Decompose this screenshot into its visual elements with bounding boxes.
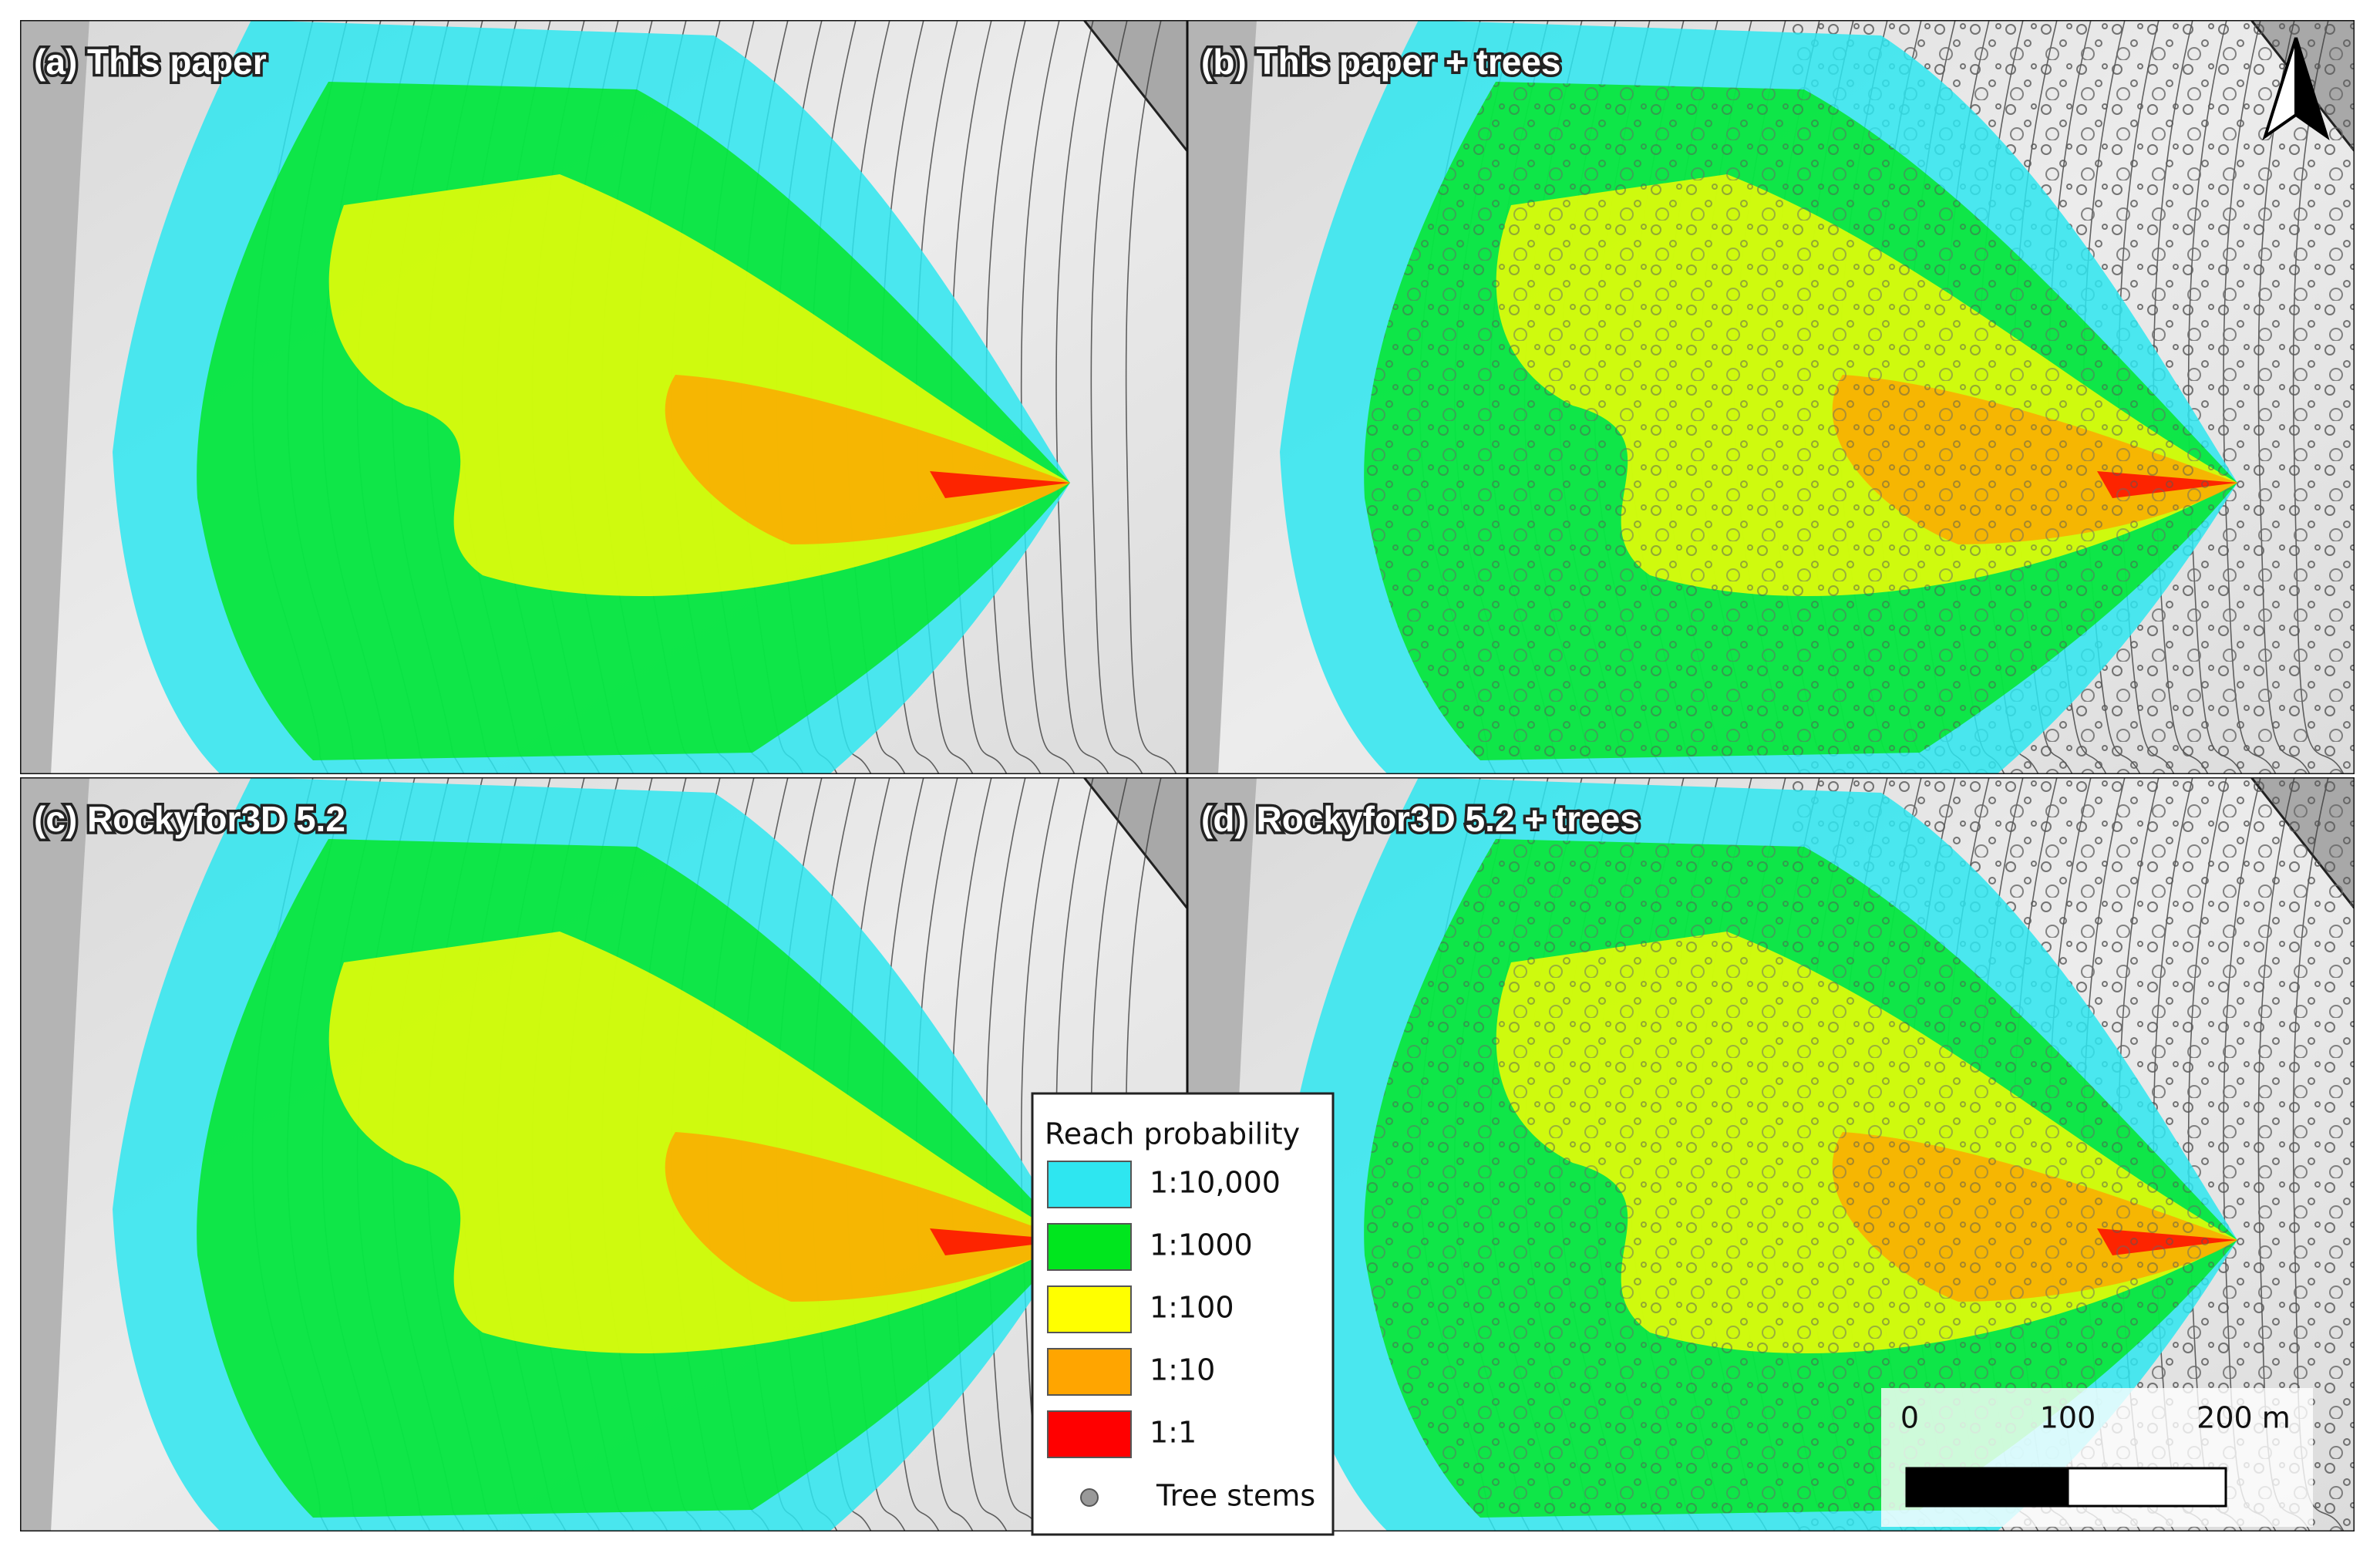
scale-label: 0: [1900, 1401, 1919, 1435]
contour-line: [1125, 20, 1177, 774]
legend-label: 1:10,000: [1150, 1166, 1281, 1200]
panels: (a) This paper (b) This paper + trees (c) …: [20, 20, 2355, 1531]
panel-label: (c) Rockyfor3D 5.2: [34, 799, 345, 839]
scale-label: 100: [2040, 1401, 2096, 1435]
legend: Reach probability Tree stems 1:10,000 1:1…: [1031, 1092, 1335, 1536]
reach-zone: [665, 1132, 1070, 1302]
legend-label: 1:1000: [1150, 1228, 1253, 1262]
legend-label: 1:100: [1150, 1291, 1234, 1325]
ridge-corner: [1082, 20, 1187, 153]
scale-segment: [2066, 1467, 2227, 1508]
legend-title: Reach probability: [1045, 1117, 1300, 1151]
map-panel: (b) This paper + trees: [1187, 20, 2355, 774]
legend-swatch: [1047, 1348, 1132, 1396]
ridge-corner: [1082, 777, 1187, 911]
legend-swatch: [1047, 1410, 1132, 1458]
map-panel: (a) This paper: [20, 20, 1187, 774]
reach-zone: [930, 1228, 1070, 1255]
legend-label: 1:1: [1150, 1416, 1197, 1450]
panel-label: (d) Rockyfor3D 5.2 + trees: [1201, 799, 1640, 839]
tree-symbol: [1080, 1488, 1099, 1507]
scale-bar: 0 100 200 m: [1881, 1388, 2313, 1527]
north-arrow-right: [2294, 37, 2330, 141]
reach-zone: [930, 471, 1070, 498]
legend-label: 1:10: [1150, 1353, 1215, 1387]
panel-label: (b) This paper + trees: [1201, 42, 1561, 82]
legend-swatch: [1047, 1285, 1132, 1333]
map-panel: (c) Rockyfor3D 5.2: [20, 777, 1187, 1531]
legend-swatch: [1047, 1161, 1132, 1208]
legend-label: Tree stems: [1156, 1479, 1315, 1513]
contour-line: [1055, 20, 1109, 774]
tree-stems: [1364, 82, 2237, 760]
map-panel: (d) Rockyfor3D 5.2 + trees: [1187, 777, 2355, 1531]
valley-floor: [20, 777, 89, 1531]
valley-floor: [1187, 20, 1257, 774]
valley-floor: [20, 20, 89, 774]
contour-line: [1020, 20, 1076, 774]
legend-swatch: [1047, 1223, 1132, 1271]
panel-label: (a) This paper: [34, 42, 267, 82]
scale-label: 200 m: [2197, 1401, 2291, 1435]
north-arrow: [2262, 37, 2330, 141]
scale-segment: [1905, 1467, 2069, 1508]
contour-line: [1090, 20, 1143, 774]
tree-stems: [1364, 839, 2237, 1518]
reach-zone: [665, 375, 1070, 544]
